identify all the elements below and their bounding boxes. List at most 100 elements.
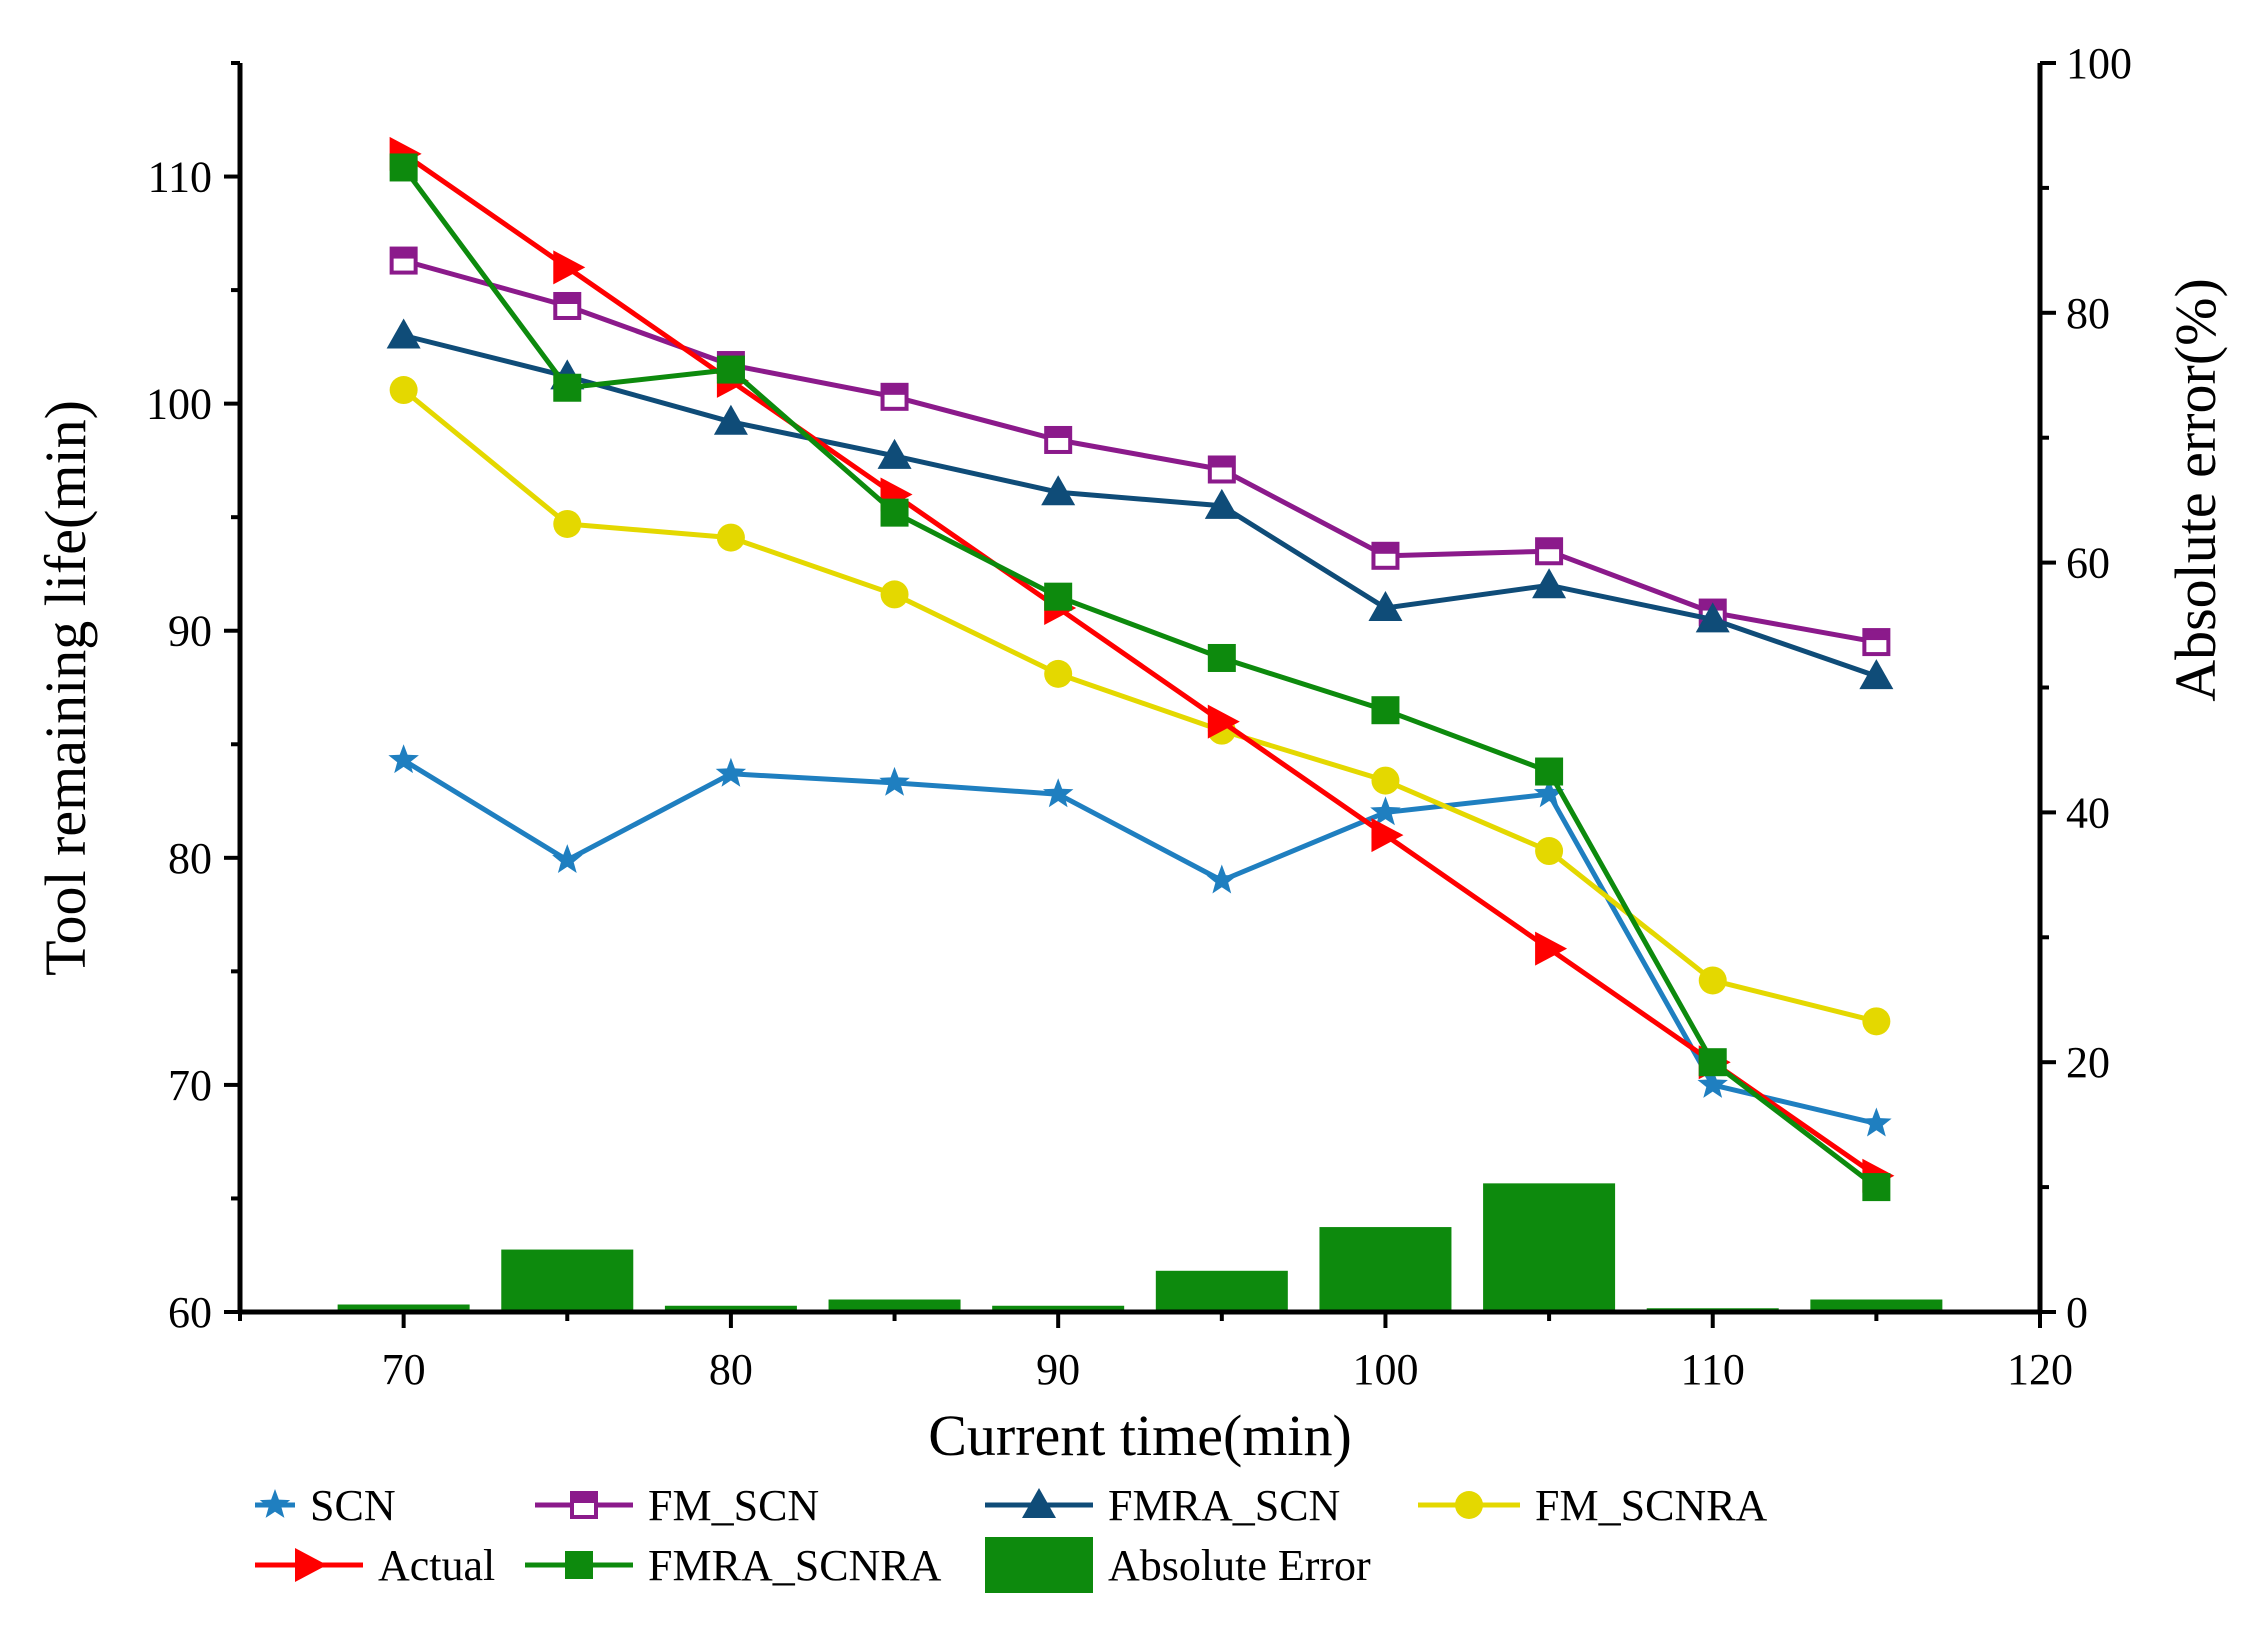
point-fmra-scn-115 <box>1859 659 1894 690</box>
point-fmra-scn-90 <box>1041 475 1076 506</box>
legend-item-actual: Actual <box>255 1541 495 1590</box>
point-scn-70 <box>388 744 419 774</box>
legend: SCN FM_SCN FMRA_SCN FM_SCNRA Actual FMRA_SCNR… <box>255 1481 1768 1593</box>
point-fmra-scnra-115 <box>1862 1173 1891 1202</box>
x-tick-label: 80 <box>709 1345 753 1394</box>
legend-label-fm-scn: FM_SCN <box>648 1481 819 1530</box>
legend-marker-fm-scn-fill <box>572 1493 596 1503</box>
series-fmra-scnra <box>389 153 1891 1202</box>
point-fm-scn-105-fill <box>1537 539 1562 550</box>
point-fmra-scn-100 <box>1368 591 1403 622</box>
point-fm-scnra-90 <box>1044 659 1073 688</box>
legend-item-absolute-error: Absolute Error <box>985 1537 1371 1593</box>
point-fmra-scnra-75 <box>553 373 582 402</box>
legend-item-fmra-scn: FMRA_SCN <box>985 1481 1340 1530</box>
point-fm-scn-100 <box>1371 541 1400 570</box>
y-tick-label: 100 <box>146 380 212 429</box>
series-fm-scnra <box>389 376 1891 1036</box>
line-actual <box>402 151 1878 1178</box>
point-fm-scn-70-fill <box>391 248 416 259</box>
y2-tick-label: 80 <box>2066 289 2110 338</box>
x-tick-label: 90 <box>1036 1345 1080 1394</box>
series-actual <box>389 136 1895 1193</box>
legend-marker-scn <box>259 1489 291 1518</box>
point-scn-115 <box>1861 1107 1892 1137</box>
legend-label-scn: SCN <box>310 1481 396 1530</box>
point-fmra-scnra-110 <box>1698 1048 1727 1077</box>
y-tick-label: 70 <box>168 1061 212 1110</box>
legend-label-fmra-scn: FMRA_SCN <box>1108 1481 1340 1530</box>
point-scn-95 <box>1206 864 1237 894</box>
line-fmra-scn <box>402 333 1878 679</box>
point-fm-scnra-115 <box>1862 1007 1891 1036</box>
error-bar-115 <box>1810 1299 1943 1312</box>
error-bar-90 <box>992 1305 1125 1312</box>
point-fm-scn-85-fill <box>882 384 907 395</box>
error-bar-70 <box>337 1304 470 1312</box>
legend-marker-fm-scn <box>570 1491 598 1519</box>
error-bar-75 <box>501 1249 634 1312</box>
y2-tick-label: 0 <box>2066 1288 2088 1337</box>
point-actual-100 <box>1371 818 1404 853</box>
y2-tick-label: 40 <box>2066 788 2110 837</box>
point-fm-scnra-85 <box>880 580 909 609</box>
y-tick-label: 60 <box>168 1288 212 1337</box>
point-fmra-scn-105 <box>1532 568 1567 599</box>
x-tick-label: 120 <box>2007 1345 2073 1394</box>
legend-marker-fmra-scnra <box>565 1551 593 1579</box>
y2-tick-label: 100 <box>2066 39 2132 88</box>
point-fm-scnra-70 <box>389 376 418 405</box>
error-bar-80 <box>664 1305 797 1312</box>
point-actual-105 <box>1535 931 1568 966</box>
point-scn-75 <box>552 844 583 873</box>
series-group <box>386 136 1895 1202</box>
legend-item-fm-scn: FM_SCN <box>535 1481 819 1530</box>
x-tick-label: 70 <box>382 1345 426 1394</box>
legend-item-fmra-scnra: FMRA_SCNRA <box>525 1541 942 1590</box>
y-tick-label: 110 <box>148 153 212 202</box>
error-bar-100 <box>1319 1227 1452 1312</box>
point-fmra-scn-80 <box>713 404 748 435</box>
point-fm-scn-90 <box>1044 425 1073 454</box>
y2-tick-label: 20 <box>2066 1038 2110 1087</box>
point-fm-scnra-110 <box>1698 966 1727 995</box>
point-scn-90 <box>1043 778 1074 808</box>
point-fmra-scn-110 <box>1695 602 1730 633</box>
line-fm-scnra <box>402 388 1878 1024</box>
x-axis-title: Current time(min) <box>928 1403 1352 1468</box>
y-tick-label: 80 <box>168 834 212 883</box>
point-fm-scn-95 <box>1207 455 1236 484</box>
legend-marker-fm-scnra <box>1455 1491 1483 1519</box>
point-fmra-scn-85 <box>877 438 912 469</box>
y-axis-title: Tool remaining life(min) <box>33 400 98 976</box>
point-fmra-scnra-105 <box>1535 757 1564 786</box>
point-actual-75 <box>553 250 586 285</box>
point-fmra-scn-70 <box>386 318 421 349</box>
point-fm-scn-115-fill <box>1864 630 1889 641</box>
point-fm-scn-100-fill <box>1373 543 1398 554</box>
point-scn-80 <box>715 757 747 787</box>
point-scn-110 <box>1697 1068 1728 1098</box>
point-fmra-scnra-100 <box>1371 696 1400 725</box>
legend-label-fmra-scnra: FMRA_SCNRA <box>648 1541 942 1590</box>
x-tick-label: 100 <box>1352 1345 1418 1394</box>
series-fm-scn <box>389 246 1891 657</box>
error-bar-85 <box>828 1299 961 1312</box>
point-scn-85 <box>879 766 910 796</box>
legend-item-fm-scnra: FM_SCNRA <box>1418 1481 1768 1530</box>
series-fmra-scn <box>386 318 1894 690</box>
error-bar-105 <box>1483 1183 1616 1312</box>
point-fm-scn-75 <box>553 291 582 320</box>
series-scn <box>388 744 1892 1137</box>
point-fmra-scnra-90 <box>1044 582 1073 611</box>
x-tick-label: 110 <box>1681 1345 1745 1394</box>
line-fm-scn <box>402 258 1877 645</box>
y2-axis-title: Absolute error(%) <box>2163 278 2228 702</box>
point-fm-scn-115 <box>1862 628 1891 657</box>
point-fm-scnra-80 <box>716 523 745 552</box>
legend-marker-actual <box>295 1548 327 1582</box>
legend-label-absolute-error: Absolute Error <box>1108 1541 1371 1590</box>
legend-marker-fmra-scn <box>1022 1488 1056 1518</box>
point-fm-scnra-105 <box>1535 837 1564 866</box>
